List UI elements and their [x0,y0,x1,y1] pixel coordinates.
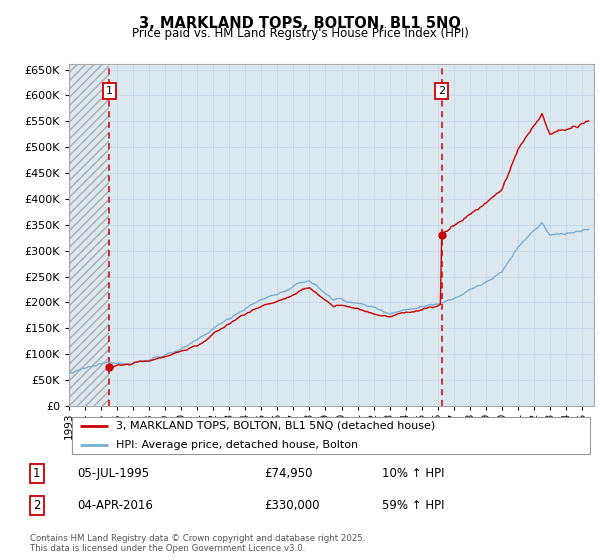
Text: 59% ↑ HPI: 59% ↑ HPI [382,499,444,512]
Text: Contains HM Land Registry data © Crown copyright and database right 2025.
This d: Contains HM Land Registry data © Crown c… [30,534,365,553]
Text: 2: 2 [438,86,445,96]
Text: 3, MARKLAND TOPS, BOLTON, BL1 5NQ: 3, MARKLAND TOPS, BOLTON, BL1 5NQ [139,16,461,31]
Text: 2: 2 [33,499,40,512]
Text: Price paid vs. HM Land Registry's House Price Index (HPI): Price paid vs. HM Land Registry's House … [131,27,469,40]
Text: HPI: Average price, detached house, Bolton: HPI: Average price, detached house, Bolt… [116,440,358,450]
Text: 10% ↑ HPI: 10% ↑ HPI [382,467,444,480]
Text: 3, MARKLAND TOPS, BOLTON, BL1 5NQ (detached house): 3, MARKLAND TOPS, BOLTON, BL1 5NQ (detac… [116,421,436,431]
Text: 1: 1 [106,86,113,96]
Bar [69,44,109,406]
Text: 05-JUL-1995: 05-JUL-1995 [77,467,149,480]
FancyBboxPatch shape [71,417,590,454]
Text: 04-APR-2016: 04-APR-2016 [77,499,154,512]
Text: £74,950: £74,950 [265,467,313,480]
Text: 1: 1 [33,467,40,480]
Text: £330,000: £330,000 [265,499,320,512]
